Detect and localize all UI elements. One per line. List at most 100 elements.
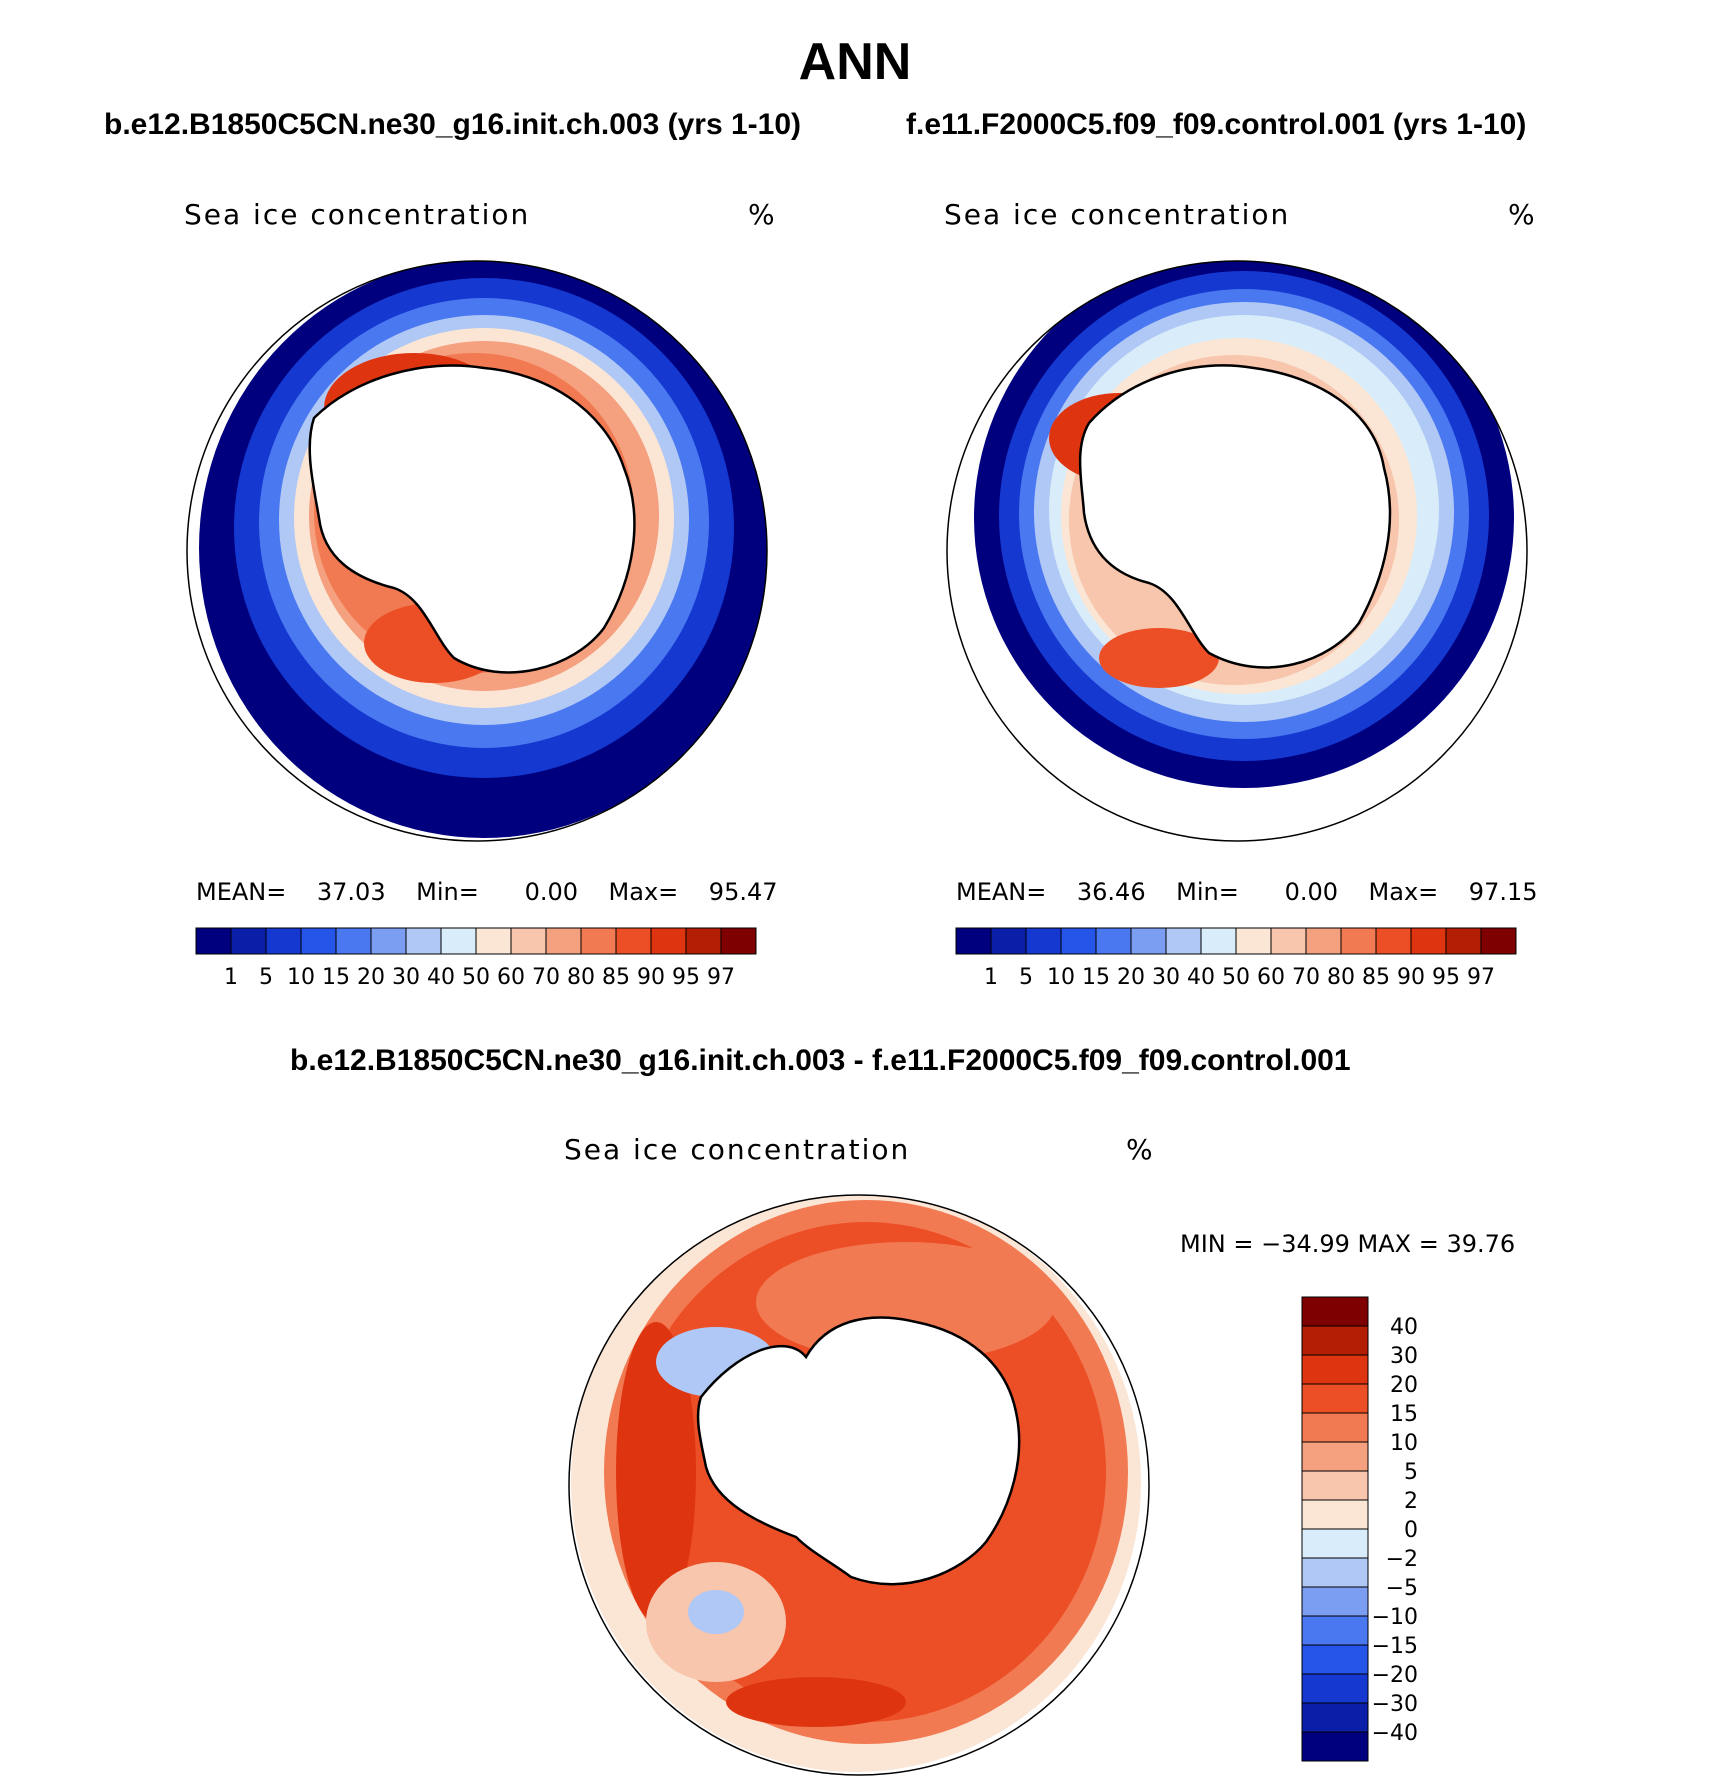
panel2-colorbar-swatch — [1445, 927, 1482, 955]
panel2-colorbar-tick-label: 90 — [1397, 965, 1425, 990]
panel3-colorbar-swatch — [1301, 1325, 1369, 1356]
panel3-colorbar-tick-label: 40 — [1390, 1315, 1418, 1340]
panel2-colorbar-swatch — [1095, 927, 1132, 955]
panel1-colorbar-tick-label: 85 — [602, 965, 630, 990]
panel3-colorbar-swatch — [1301, 1296, 1369, 1327]
panel1-colorbar-swatch — [720, 927, 757, 955]
panel3-colorbar-swatch — [1301, 1644, 1369, 1675]
panel1-colorbar-tick-label: 70 — [532, 965, 560, 990]
panel1-colorbar-swatch — [370, 927, 407, 955]
panel2-max-value: 97.15 — [1468, 878, 1538, 906]
panel3-colorbar-swatch — [1301, 1673, 1369, 1704]
panel2-colorbar: 1 5 10 15 20 30 40 50 60 70 80 85 90 95 97 — [955, 927, 1517, 990]
panel1-max-label: Max= — [608, 878, 679, 906]
panel2-colorbar-swatch — [1480, 927, 1517, 955]
panel1-map — [186, 260, 768, 842]
panel1-colorbar-swatch — [405, 927, 442, 955]
panel3-colorbar-tick-label: 15 — [1390, 1402, 1418, 1427]
panel2-colorbar-tick-label: 80 — [1327, 965, 1355, 990]
panel2-stats: MEAN= 36.46 Min= 0.00 Max= 97.15 — [956, 878, 1538, 906]
panel2-colorbar-tick-label: 5 — [1019, 965, 1033, 990]
panel1-colorbar-swatch — [230, 927, 267, 955]
case1-title: b.e12.B1850C5CN.ne30_g16.init.ch.003 (yr… — [104, 108, 802, 141]
panel2-colorbar-swatch — [1025, 927, 1062, 955]
panel1-colorbar-swatch — [335, 927, 372, 955]
panel1-variable-label: Sea ice concentration — [184, 198, 531, 231]
panel3-colorbar-tick-label: 30 — [1390, 1344, 1418, 1369]
panel2-colorbar-tick-label: 15 — [1082, 965, 1110, 990]
panel3-colorbar-swatch — [1301, 1412, 1369, 1443]
panel1-colorbar: 1 5 10 15 20 30 40 50 60 70 80 85 90 95 97 — [195, 927, 757, 990]
panel3-diff-west-max — [616, 1322, 696, 1622]
panel2-colorbar-swatch — [955, 927, 992, 955]
panel3-map — [568, 1194, 1150, 1776]
panel1-mean-label: MEAN= — [196, 878, 287, 906]
panel2-antarctica — [1078, 364, 1392, 669]
panel1-antarctica — [308, 364, 636, 674]
panel3-colorbar-tick-label: −5 — [1386, 1576, 1418, 1601]
panel3-colorbar-swatch — [1301, 1499, 1369, 1530]
panel3-antarctica — [696, 1316, 1021, 1586]
panel2-colorbar-swatch — [1375, 927, 1412, 955]
panel3-colorbar-tick-label: −30 — [1372, 1692, 1418, 1717]
panel2-mean-label: MEAN= — [956, 878, 1047, 906]
panel1-colorbar-tick-label: 60 — [497, 965, 525, 990]
panel3-units: % — [1126, 1133, 1153, 1166]
panel1-map-border — [186, 260, 768, 842]
panel2-colorbar-tick-label: 10 — [1047, 965, 1075, 990]
panel3-colorbar-tick-label: 0 — [1404, 1518, 1418, 1543]
panel2-colorbar-tick-label: 40 — [1187, 965, 1215, 990]
panel1-colorbar-swatch — [510, 927, 547, 955]
panel2-units: % — [1508, 198, 1535, 231]
panel1-colorbar-swatch — [300, 927, 337, 955]
panel1-max-value: 95.47 — [708, 878, 778, 906]
panel1-colorbar-tick-label: 80 — [567, 965, 595, 990]
case2-title: f.e11.F2000C5.f09_f09.control.001 (yrs 1… — [906, 108, 1527, 141]
panel2-colorbar-swatch — [990, 927, 1027, 955]
panel3-colorbar-swatch — [1301, 1615, 1369, 1646]
panel3-colorbar-tick-label: 20 — [1390, 1373, 1418, 1398]
panel3-colorbar-swatch — [1301, 1557, 1369, 1588]
panel1-colorbar-tick-label: 5 — [259, 965, 273, 990]
panel1-colorbar-swatch — [615, 927, 652, 955]
panel2-colorbar-swatch — [1060, 927, 1097, 955]
panel3-colorbar-swatch — [1301, 1383, 1369, 1414]
panel1-colorbar-swatch — [685, 927, 722, 955]
panel3-colorbar-swatch — [1301, 1354, 1369, 1385]
panel1-colorbar-swatch — [545, 927, 582, 955]
panel1-colorbar-swatch — [195, 927, 232, 955]
panel2-map-border — [946, 260, 1528, 842]
panel2-variable-label: Sea ice concentration — [944, 198, 1291, 231]
panel3-colorbar-swatch — [1301, 1528, 1369, 1559]
panel2-colorbar-swatch — [1200, 927, 1237, 955]
panel3-colorbar-swatch — [1301, 1470, 1369, 1501]
panel3-diff-ross-negative — [688, 1590, 744, 1634]
panel2-min-value: 0.00 — [1284, 878, 1339, 906]
panel2-colorbar-tick-label: 60 — [1257, 965, 1285, 990]
season-title: ANN — [798, 33, 912, 91]
panel1-stats: MEAN= 37.03 Min= 0.00 Max= 95.47 — [196, 878, 778, 906]
panel1-mean-value: 37.03 — [316, 878, 386, 906]
panel3-colorbar-swatch — [1301, 1702, 1369, 1733]
panel3-colorbar-tick-label: −2 — [1386, 1547, 1418, 1572]
panel1-min-value: 0.00 — [524, 878, 579, 906]
panel2-colorbar-swatch — [1410, 927, 1447, 955]
panel2-colorbar-swatch — [1235, 927, 1272, 955]
panel3-colorbar-tick-label: 5 — [1404, 1460, 1418, 1485]
panel3-colorbar-tick-label: 2 — [1404, 1489, 1418, 1514]
panel3-colorbar-tick-label: 10 — [1390, 1431, 1418, 1456]
panel1-land-fragment — [204, 288, 218, 304]
panel3-colorbar-tick-label: −15 — [1372, 1634, 1418, 1659]
panel2-map — [946, 260, 1528, 842]
panel2-max-label: Max= — [1368, 878, 1439, 906]
panel2-colorbar-swatch — [1340, 927, 1377, 955]
panel2-colorbar-tick-label: 85 — [1362, 965, 1390, 990]
panel2-colorbar-tick-label: 95 — [1432, 965, 1460, 990]
panel3-map-border — [568, 1194, 1150, 1776]
panel2-colorbar-tick-label: 20 — [1117, 965, 1145, 990]
panel1-colorbar-tick-label: 10 — [287, 965, 315, 990]
panel2-missing-corner — [1432, 261, 1527, 288]
panel1-colorbar-tick-label: 95 — [672, 965, 700, 990]
panel1-colorbar-swatch — [440, 927, 477, 955]
